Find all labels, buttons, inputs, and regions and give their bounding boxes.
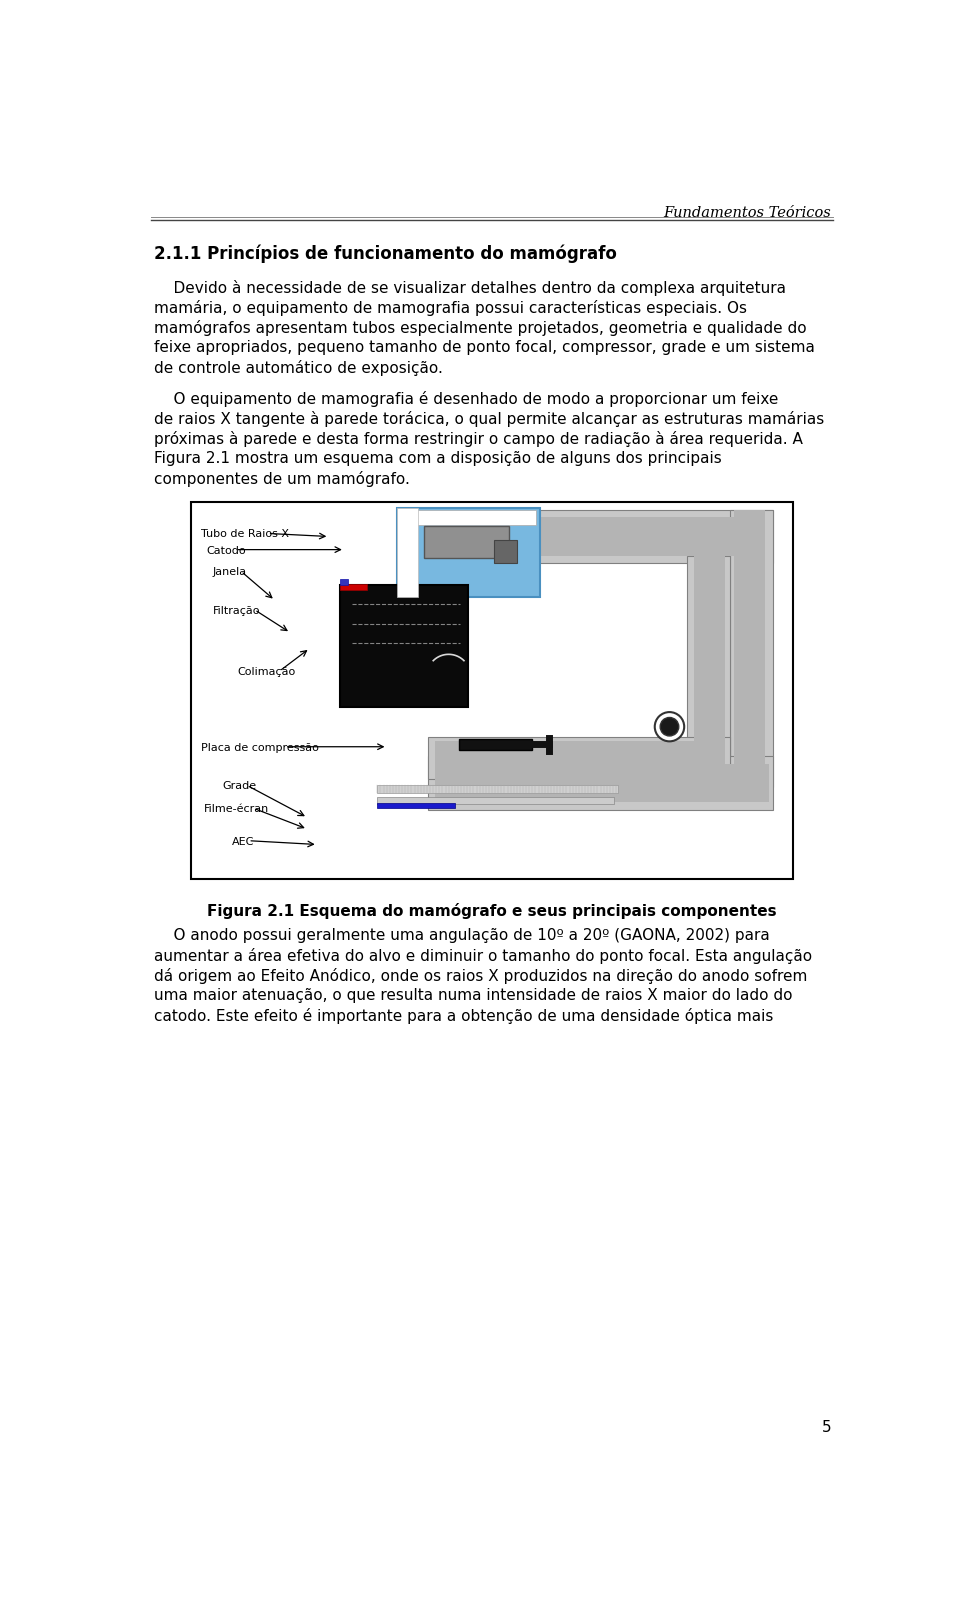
Text: Figura 2.1 mostra um esquema com a disposição de alguns dos principais: Figura 2.1 mostra um esquema com a dispo… [155,451,722,466]
Bar [436,518,765,557]
Bar [427,737,730,779]
Bar [191,503,793,880]
Bar [377,803,455,808]
Bar [423,526,509,558]
Bar [730,510,773,787]
Bar [340,584,368,591]
Text: 5: 5 [822,1419,831,1433]
Text: aumentar a área efetiva do alvo e diminuir o tamanho do ponto focal. Esta angula: aumentar a área efetiva do alvo e diminu… [155,948,812,964]
Bar [377,786,617,794]
Text: de controle automático de exposição.: de controle automático de exposição. [155,359,443,375]
Text: mamária, o equipamento de mamografia possui características especiais. Os: mamária, o equipamento de mamografia pos… [155,299,747,315]
Text: Filme-écran: Filme-écran [204,803,269,813]
Text: Janela: Janela [212,566,247,576]
Bar [693,557,725,773]
Bar [427,510,773,565]
Text: catodo. Este efeito é importante para a obtenção de uma densidade óptica mais: catodo. Este efeito é importante para a … [155,1008,774,1024]
Bar [436,764,769,803]
Text: feixe apropriados, pequeno tamanho de ponto focal, compressor, grade e um sistem: feixe apropriados, pequeno tamanho de po… [155,339,815,354]
Text: Fundamentos Teóricos: Fundamentos Teóricos [663,206,831,219]
Text: dá origem ao Efeito Anódico, onde os raios X produzidos na direção do anodo sofr: dá origem ao Efeito Anódico, onde os rai… [155,967,807,984]
Bar [400,510,537,526]
Text: 2.1.1 Princípios de funcionamento do mamógrafo: 2.1.1 Princípios de funcionamento do mam… [155,245,617,263]
Ellipse shape [655,712,684,742]
Text: Devido à necessidade de se visualizar detalhes dentro da complexa arquitetura: Devido à necessidade de se visualizar de… [155,279,786,295]
Text: Tubo de Raios X: Tubo de Raios X [201,529,289,539]
Text: O anodo possui geralmente uma angulação de 10º a 20º (GAONA, 2002) para: O anodo possui geralmente uma angulação … [155,927,770,943]
Text: de raios X tangente à parede torácica, o qual permite alcançar as estruturas mam: de raios X tangente à parede torácica, o… [155,411,825,427]
Text: mamógrafos apresentam tubos especialmente projetados, geometria e qualidade do: mamógrafos apresentam tubos especialment… [155,320,806,336]
Bar [733,510,765,779]
Text: uma maior atenuação, o que resulta numa intensidade de raios X maior do lado do: uma maior atenuação, o que resulta numa … [155,987,793,1003]
Bar [340,586,468,708]
Bar [396,508,540,597]
Ellipse shape [660,717,679,737]
Text: componentes de um mamógrafo.: componentes de um mamógrafo. [155,471,410,487]
Text: próximas à parede e desta forma restringir o campo de radiação à área requerida.: próximas à parede e desta forma restring… [155,432,803,446]
Bar [427,756,773,810]
Text: AEC: AEC [232,836,254,846]
Bar [459,740,532,750]
Text: Placa de compressão: Placa de compressão [201,742,319,753]
Text: Grade: Grade [223,781,256,790]
Text: Figura 2.1 Esquema do mamógrafo e seus principais componentes: Figura 2.1 Esquema do mamógrafo e seus p… [207,902,777,919]
Bar [377,797,613,805]
Bar [340,579,348,586]
Bar [493,540,516,565]
Text: O equipamento de mamografia é desenhado de modo a proporcionar um feixe: O equipamento de mamografia é desenhado … [155,391,779,407]
Bar [687,557,730,779]
Text: Filtração: Filtração [213,605,260,615]
Bar [396,508,419,597]
Text: Catodo: Catodo [206,545,247,555]
Bar [436,742,722,773]
Text: Colimação: Colimação [238,667,296,677]
